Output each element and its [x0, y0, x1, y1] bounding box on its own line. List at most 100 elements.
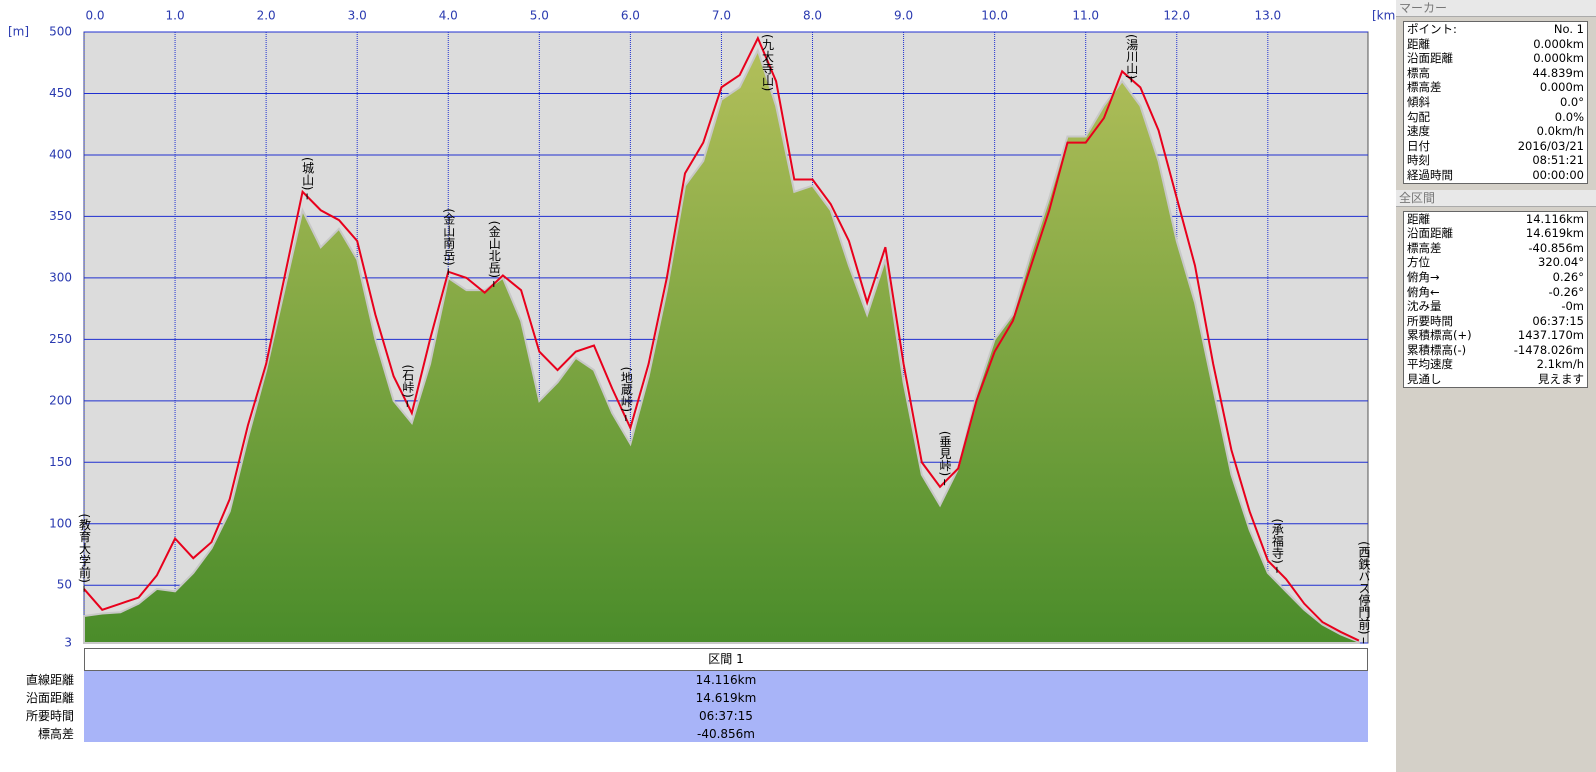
row-value: -0m [1561, 299, 1584, 314]
row-value: No. 1 [1553, 22, 1584, 36]
panel-row: 速度 0.0km/h [1404, 124, 1587, 139]
x-tick-label: 6.0 [621, 9, 640, 23]
row-key: 時刻 [1407, 153, 1430, 168]
panel-row: 方位 320.04° [1404, 255, 1587, 270]
y-tick-label: 500 [49, 25, 72, 39]
row-value: 14.619km [1525, 226, 1584, 241]
row-value: 44.839m [1532, 65, 1584, 80]
annotation-label: (石峠) [401, 365, 415, 398]
row-value: 見えます [1538, 372, 1584, 387]
y-tick-label: 250 [49, 332, 72, 346]
panel-row: 平均速度 2.1km/h [1404, 357, 1587, 372]
panel-row: 累積標高(+) 1437.170m [1404, 328, 1587, 343]
row-value: -40.856m [1528, 240, 1584, 255]
panel-row: 時刻 08:51:21 [1404, 153, 1587, 168]
x-tick-label: 2.0 [257, 9, 276, 23]
section-header: 区間 1 [84, 648, 1368, 671]
x-axis-label: [km] [1372, 9, 1396, 23]
panel-table: 距離 14.116km 沿面距離 14.619km 標高差 -40.856m 方位 320.0… [1403, 210, 1588, 388]
annotation-label: (九大寺山) [760, 34, 774, 91]
y-tick-label: 400 [49, 147, 72, 161]
row-key: 見通し [1407, 372, 1442, 387]
panel-row: 日付 2016/03/21 [1404, 139, 1587, 154]
row-value: 2.1km/h [1536, 357, 1584, 372]
row-key: 標高差 [1407, 80, 1442, 95]
panel-row: 所要時間 06:37:15 [1404, 314, 1587, 329]
row-value: 00:00:00 [1532, 167, 1584, 182]
row-key: 所要時間 [1407, 313, 1453, 328]
row-key: 速度 [1407, 124, 1430, 139]
row-key: ポイント: [1407, 22, 1457, 36]
y-tick-label: 350 [49, 209, 72, 223]
annotation-label: (金山北岳) [487, 221, 501, 278]
panel-title: 全区間 [1396, 189, 1596, 207]
annotation-label: (教育大学前) [78, 514, 92, 583]
panel-row: 距離 14.116km [1404, 212, 1587, 227]
row-key: 勾配 [1407, 109, 1430, 124]
panel-row: 距離 0.000km [1404, 37, 1587, 52]
section-row-value: 14.619km [695, 691, 757, 705]
row-value: 0.0° [1559, 94, 1584, 109]
panel-row: 標高 44.839m [1404, 66, 1587, 81]
row-value: 1437.170m [1517, 328, 1584, 343]
panel-row: 見通し 見えます [1404, 372, 1587, 387]
row-key: 累積標高(-) [1407, 342, 1467, 357]
y-tick-label: 300 [49, 270, 72, 284]
x-tick-label: 4.0 [439, 9, 458, 23]
chart: [m] [km] 3501001502002503003504004505000… [8, 9, 1396, 650]
row-value: 0.000km [1533, 36, 1584, 51]
y-tick-label: 50 [57, 578, 72, 592]
x-tick-label: 0.0 [85, 9, 104, 23]
y-axis-label: [m] [8, 25, 29, 39]
row-key: 累積標高(+) [1407, 328, 1472, 343]
annotation-label: (垂見峠) [938, 431, 952, 476]
section-row-label: 標高差 [37, 727, 74, 741]
row-value: 14.116km [1525, 211, 1584, 226]
section-row-label: 直線距離 [25, 673, 74, 687]
x-tick-label: 12.0 [1163, 9, 1190, 23]
row-value: 2016/03/21 [1517, 138, 1584, 153]
x-tick-label: 3.0 [348, 9, 367, 23]
panel-row: 俯角→ 0.26° [1404, 270, 1587, 285]
row-value: 0.0% [1554, 109, 1584, 124]
section-row-label: 所要時間 [25, 709, 74, 723]
annotation-label: (地蔵峠) [619, 367, 633, 412]
row-value: 08:51:21 [1532, 153, 1584, 168]
row-value: -1478.026m [1513, 342, 1584, 357]
x-tick-label: 7.0 [712, 9, 731, 23]
panel-row: 勾配 0.0% [1404, 110, 1587, 125]
annotation-label: (城山) [301, 157, 315, 190]
side-panel: マーカー ポイント: No. 1 距離 0.000km 沿面距離 0.000km 標高 44.8… [1396, 0, 1596, 772]
y-tick-label: 3 [64, 636, 72, 650]
panel-table: ポイント: No. 1 距離 0.000km 沿面距離 0.000km 標高 44.839m 標… [1403, 21, 1588, 184]
panel-title: マーカー [1396, 0, 1596, 17]
row-key: 沿面距離 [1407, 226, 1453, 241]
panel-row: 沈み量 -0m [1404, 299, 1587, 314]
row-key: 平均速度 [1407, 357, 1453, 372]
row-value: -0.26° [1548, 284, 1584, 299]
row-value: 0.000km [1533, 51, 1584, 66]
section-row-label: 沿面距離 [25, 691, 74, 705]
y-tick-label: 100 [49, 516, 72, 530]
row-value: 320.04° [1538, 255, 1584, 270]
row-value: 0.000m [1539, 80, 1584, 95]
panel-row: 標高差 -40.856m [1404, 241, 1587, 256]
x-tick-label: 13.0 [1254, 9, 1281, 23]
row-value: 06:37:15 [1532, 313, 1584, 328]
row-key: 標高差 [1407, 240, 1442, 255]
section-row-value: 14.116km [695, 673, 757, 687]
row-key: 方位 [1407, 255, 1430, 270]
annotation-label: (承福寺) [1270, 518, 1284, 563]
annotation-label: (湯川山) [1125, 34, 1139, 79]
x-tick-label: 11.0 [1072, 9, 1099, 23]
panel-row: 沿面距離 14.619km [1404, 226, 1587, 241]
elevation-line [83, 35, 1360, 642]
row-key: 日付 [1407, 138, 1430, 153]
row-value: 0.26° [1552, 269, 1584, 284]
y-tick-label: 150 [49, 455, 72, 469]
panel-row: ポイント: No. 1 [1404, 22, 1587, 37]
panel-row: 累積標高(-) -1478.026m [1404, 343, 1587, 358]
row-key: 俯角← [1407, 284, 1440, 299]
